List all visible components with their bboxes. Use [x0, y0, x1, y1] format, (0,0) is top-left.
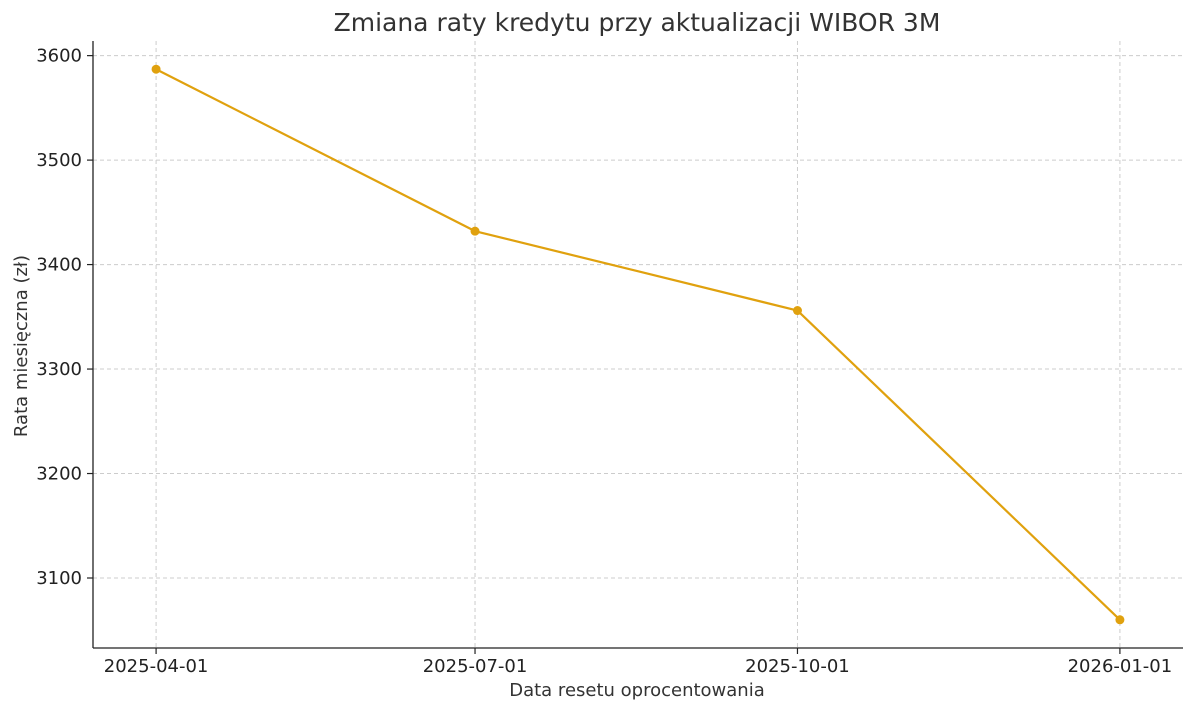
y-tick-label: 3300	[36, 359, 82, 380]
grid	[93, 41, 1183, 648]
ticks: 3100 3200 3300 3400 3500 3600 2025-04-01 2025-0…	[36, 46, 1172, 677]
x-tick-label: 2025-10-01	[745, 656, 850, 677]
x-tick-label: 2025-07-01	[423, 656, 528, 677]
series-line	[155, 68, 1121, 621]
y-tick-label: 3200	[36, 464, 82, 485]
x-axis-label: Data resetu oprocentowania	[509, 680, 765, 701]
axes	[92, 41, 1183, 649]
y-tick-label: 3600	[36, 46, 82, 67]
chart-title: Zmiana raty kredytu przy aktualizacji WI…	[334, 8, 941, 37]
data-point	[792, 306, 802, 316]
x-tick-label: 2026-01-01	[1068, 656, 1173, 677]
y-tick-label: 3100	[36, 568, 82, 589]
y-tick-label: 3400	[36, 255, 82, 276]
y-tick-label: 3500	[36, 150, 82, 171]
data-point	[1115, 615, 1125, 625]
x-tick-label: 2025-04-01	[104, 656, 209, 677]
series	[151, 64, 1125, 625]
y-axis-label: Rata miesięczna (zł)	[11, 255, 32, 437]
data-point	[151, 64, 161, 74]
data-point	[470, 226, 480, 236]
